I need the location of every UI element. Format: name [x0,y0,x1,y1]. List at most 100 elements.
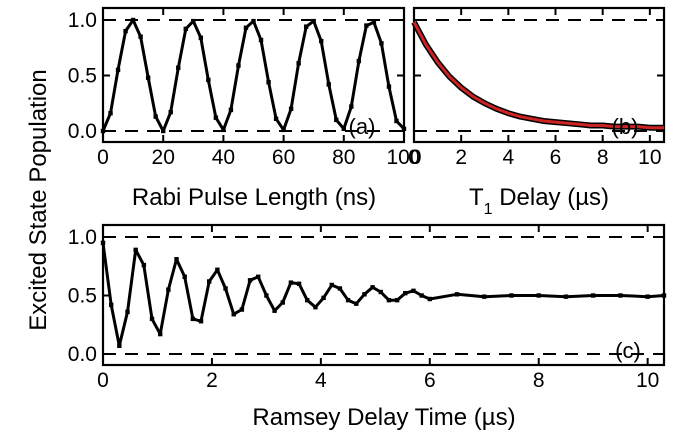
data-point [313,305,318,310]
x-tick-label: 8 [533,369,545,392]
data-point [296,281,302,286]
data-point [168,109,173,115]
data-point [239,307,245,312]
y-tick-label: 0.5 [68,65,97,88]
data-point [419,293,424,298]
data-point [215,267,220,272]
data-point [191,18,196,24]
panel-label: (b) [612,114,639,139]
data-point [326,82,331,87]
x-tick-label: 10 [636,369,659,392]
y-tick-label: 0.0 [68,120,97,143]
y-tick-label: 0.5 [68,285,97,308]
data-point [337,286,343,291]
data-point [236,63,241,68]
y-tick-label: 1.0 [68,226,97,249]
data-point [386,84,392,89]
data-point [247,278,253,283]
data-point [321,295,326,301]
data-point [354,301,359,306]
x-tick-label: 60 [272,146,295,169]
data-point [618,293,623,298]
data-point [182,274,187,279]
data-point [161,128,166,134]
data-point [100,128,106,134]
data-point [264,293,269,298]
data-point [221,127,226,133]
data-point [362,292,367,297]
data-point [153,114,158,119]
x-tick-label: 10 [638,146,661,169]
data-point [319,38,324,44]
data-point [296,61,301,66]
data-point [108,111,113,116]
data-point [206,77,211,83]
data-point [356,58,362,64]
data-point [536,293,541,298]
data-point [198,35,204,40]
x-tick-label: 20 [152,146,175,169]
data-point [341,126,346,131]
x-tick-label: 0 [97,369,109,392]
x-tick-label: 2 [206,369,218,392]
data-point [231,312,236,317]
data-point [243,25,249,30]
panel-a: 0 20 40 60 80 100 0.0 0.5 1.0 (a) Rabi Pulse Lengt… [68,6,422,211]
data-point [411,288,416,294]
data-point [427,296,432,302]
data-point [100,240,106,246]
data-point [207,279,212,284]
x-tick-label: 6 [424,369,436,392]
x-tick-label: 8 [597,146,609,169]
x-tick-label: 4 [315,369,327,392]
data-point [115,67,121,73]
data-point [223,286,228,291]
data-point [149,316,155,322]
data-point [251,18,256,24]
series-line-fit [412,21,664,130]
data-point [288,106,294,111]
data-point [157,331,163,337]
x-tick-label: 40 [212,146,235,169]
data-point [386,297,392,303]
data-point [454,292,460,297]
x-axis-label: Ramsey Delay Time (µs) [252,404,515,431]
data-point [590,293,596,298]
panel-label: (c) [615,338,641,363]
data-point [661,293,667,298]
data-point [138,34,143,39]
data-point [133,247,138,253]
data-point [108,302,114,308]
data-point [401,126,407,131]
data-point [364,23,369,28]
data-point [345,297,351,303]
data-point [349,104,354,109]
x-tick-label: 6 [550,146,562,169]
data-point [371,20,377,25]
data-point [123,28,128,34]
x-axis-label: T1 Delay (µs) [469,184,609,218]
data-point [145,75,151,80]
x-tick-label: 0 [97,146,109,169]
data-point [394,118,399,124]
data-point [403,290,408,296]
series-line-data [411,20,664,131]
data-point [166,287,171,292]
x-tick-label: 2 [455,146,467,169]
x-tick-label: 4 [502,146,514,169]
data-point [176,65,181,70]
data-point [125,309,130,315]
data-point [280,300,285,305]
y-axis-label-text: Excited State Population [25,69,52,331]
data-point [482,294,487,299]
data-point [281,127,286,133]
data-point [370,285,375,290]
x-axis-label-subscript: 1 [484,201,493,218]
data-point [329,282,334,288]
data-point [190,316,196,322]
panel-label: (a) [349,114,376,139]
x-tick-label: 0 [408,146,420,169]
x-tick-label: 80 [332,146,355,169]
x-axis-label: Rabi Pulse Length (ns) [132,184,376,211]
